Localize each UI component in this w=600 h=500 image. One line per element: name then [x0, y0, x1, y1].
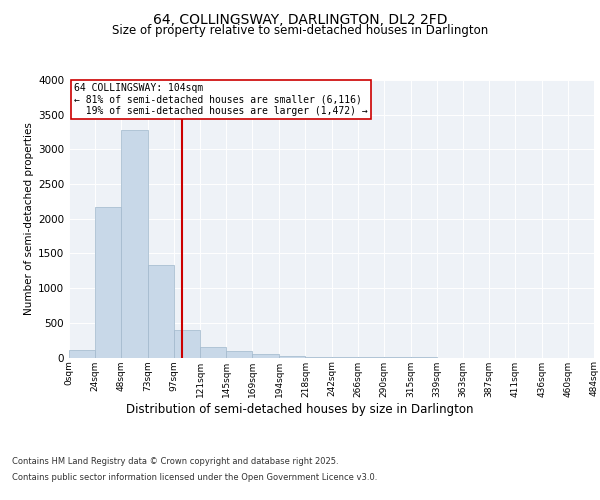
Bar [69, 350, 95, 358]
Text: 64, COLLINGSWAY, DARLINGTON, DL2 2FD: 64, COLLINGSWAY, DARLINGTON, DL2 2FD [153, 12, 447, 26]
Bar [174, 330, 200, 357]
Bar [226, 352, 253, 358]
Bar [253, 354, 280, 358]
Bar [280, 356, 305, 358]
Bar [148, 264, 174, 358]
Y-axis label: Number of semi-detached properties: Number of semi-detached properties [24, 122, 34, 315]
Bar [305, 357, 332, 358]
Bar [121, 130, 148, 358]
Text: Contains HM Land Registry data © Crown copyright and database right 2025.: Contains HM Land Registry data © Crown c… [12, 458, 338, 466]
Text: Size of property relative to semi-detached houses in Darlington: Size of property relative to semi-detach… [112, 24, 488, 37]
Bar [200, 347, 226, 358]
Bar [95, 207, 121, 358]
Text: 64 COLLINGSWAY: 104sqm
← 81% of semi-detached houses are smaller (6,116)
  19% o: 64 COLLINGSWAY: 104sqm ← 81% of semi-det… [74, 83, 368, 116]
Text: Contains public sector information licensed under the Open Government Licence v3: Contains public sector information licen… [12, 472, 377, 482]
Text: Distribution of semi-detached houses by size in Darlington: Distribution of semi-detached houses by … [126, 402, 474, 415]
